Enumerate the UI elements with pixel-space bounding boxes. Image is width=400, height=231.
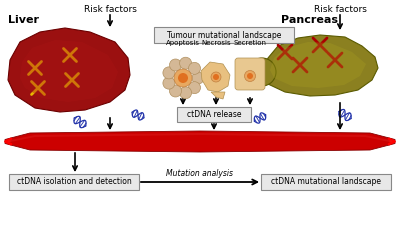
Text: Necrosis: Necrosis	[201, 40, 231, 46]
Text: Mutation analysis: Mutation analysis	[166, 169, 234, 178]
Polygon shape	[8, 28, 130, 112]
Circle shape	[247, 73, 253, 79]
Polygon shape	[5, 131, 395, 152]
Circle shape	[163, 67, 175, 79]
Text: Apoptosis: Apoptosis	[166, 40, 200, 46]
Polygon shape	[262, 35, 378, 96]
Text: Tumour mutational landscape: Tumour mutational landscape	[167, 30, 281, 40]
Circle shape	[163, 77, 175, 89]
Circle shape	[211, 72, 221, 82]
Text: Secretion: Secretion	[234, 40, 266, 46]
Text: Risk factors: Risk factors	[84, 5, 136, 14]
FancyBboxPatch shape	[9, 174, 139, 190]
Circle shape	[170, 85, 182, 97]
Circle shape	[248, 58, 276, 86]
Circle shape	[244, 70, 256, 82]
Text: Pancreas: Pancreas	[282, 15, 338, 25]
Polygon shape	[201, 62, 230, 92]
Circle shape	[180, 87, 192, 99]
Text: ctDNA isolation and detection: ctDNA isolation and detection	[17, 177, 131, 186]
Text: ctDNA mutational landscape: ctDNA mutational landscape	[271, 177, 381, 186]
Text: ctDNA release: ctDNA release	[187, 110, 241, 119]
Circle shape	[180, 57, 192, 69]
Circle shape	[170, 59, 182, 71]
Circle shape	[213, 74, 219, 80]
Circle shape	[174, 69, 192, 87]
Polygon shape	[211, 92, 225, 99]
Circle shape	[188, 82, 200, 94]
Circle shape	[192, 72, 204, 84]
Circle shape	[178, 73, 188, 83]
Polygon shape	[270, 42, 366, 88]
Text: Liver: Liver	[8, 15, 39, 25]
Polygon shape	[20, 40, 118, 102]
FancyBboxPatch shape	[154, 27, 294, 43]
FancyBboxPatch shape	[261, 174, 391, 190]
FancyBboxPatch shape	[177, 107, 251, 122]
Text: Risk factors: Risk factors	[314, 5, 366, 14]
Circle shape	[188, 62, 200, 74]
Polygon shape	[8, 133, 392, 143]
FancyBboxPatch shape	[235, 58, 265, 90]
